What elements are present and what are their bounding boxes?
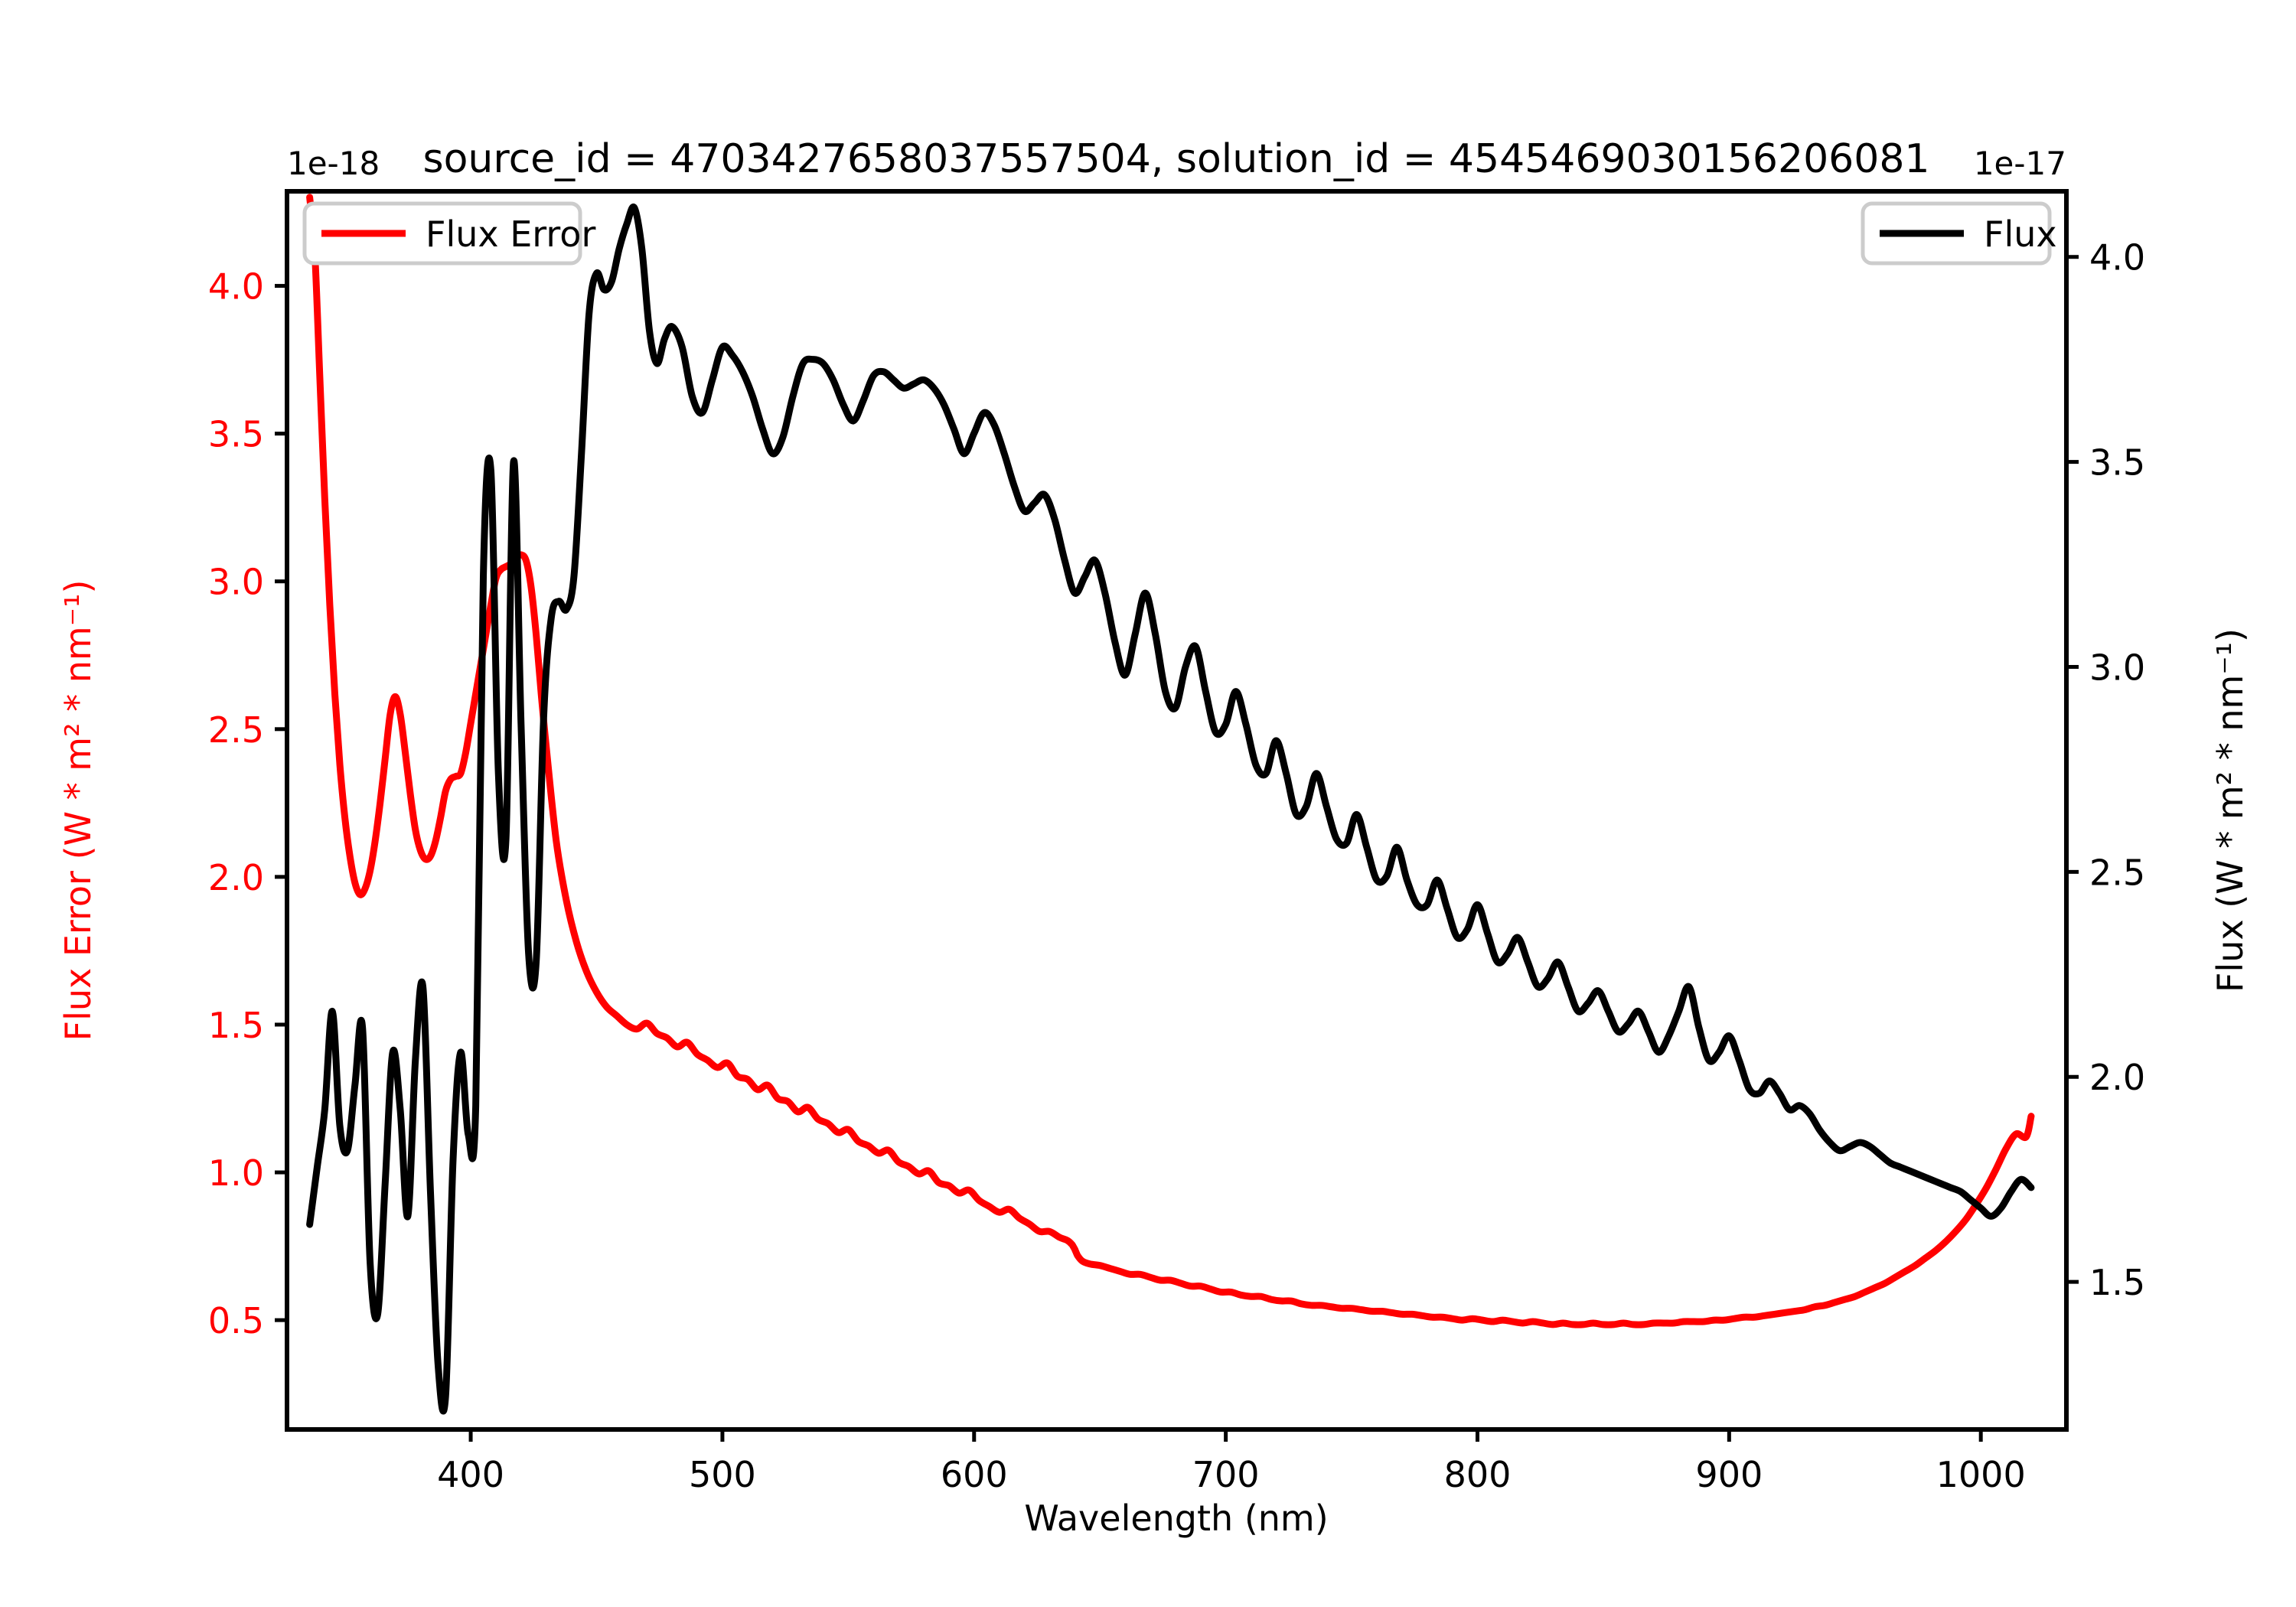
left-tick-label: 2.0 (208, 857, 264, 898)
left-tick-label: 4.0 (208, 266, 264, 308)
right-tick-label: 1.5 (2089, 1262, 2145, 1303)
x-tick-label: 800 (1444, 1454, 1512, 1495)
legend-right-label: Flux (1984, 214, 2057, 255)
x-tick-label: 1000 (1936, 1454, 2026, 1495)
x-axis-ticks: 400 500 600 700 800 900 1000 (437, 1429, 2026, 1495)
x-tick-label: 400 (437, 1454, 504, 1495)
right-axis-offset-text: 1e-17 (1974, 145, 2066, 182)
legend-flux-error[interactable]: Flux Error (302, 201, 595, 266)
left-tick-label: 2.5 (208, 709, 264, 751)
right-tick-label: 2.0 (2089, 1057, 2145, 1098)
x-tick-label: 700 (1192, 1454, 1260, 1495)
right-tick-label: 3.0 (2089, 647, 2145, 688)
left-y-axis-label: Flux Error (W * m² * nm⁻¹) (57, 580, 99, 1041)
left-axis-ticks: 0.5 1.0 1.5 2.0 2.5 3.0 3.5 4.0 (208, 266, 287, 1341)
legend-left-label: Flux Error (426, 214, 595, 255)
right-tick-label: 3.5 (2089, 442, 2145, 484)
left-axis-offset-text: 1e-18 (287, 145, 380, 182)
left-tick-label: 1.0 (208, 1152, 264, 1194)
legend-left-box (302, 201, 582, 266)
right-tick-label: 2.5 (2089, 852, 2145, 893)
left-tick-label: 3.5 (208, 414, 264, 455)
chart-title: source_id = 4703427658037557504, solutio… (422, 136, 1929, 182)
left-tick-label: 0.5 (208, 1300, 264, 1341)
x-tick-label: 600 (941, 1454, 1008, 1495)
left-tick-label: 1.5 (208, 1005, 264, 1046)
legend-flux[interactable]: Flux (1861, 201, 2057, 266)
flux-error-curve (306, 194, 2035, 1328)
data-curves (306, 194, 2035, 1415)
x-axis-label: Wavelength (nm) (1024, 1498, 1328, 1539)
plot-frame (285, 189, 2069, 1432)
x-tick-label: 500 (689, 1454, 756, 1495)
right-axis-ticks: 1.5 2.0 2.5 3.0 3.5 4.0 (2066, 237, 2145, 1303)
x-tick-label: 900 (1695, 1454, 1763, 1495)
left-tick-label: 3.0 (208, 562, 264, 603)
right-y-axis-label: Flux (W * m² * nm⁻¹) (2210, 628, 2251, 993)
right-tick-label: 4.0 (2089, 237, 2145, 279)
flux-curve (306, 203, 2035, 1415)
